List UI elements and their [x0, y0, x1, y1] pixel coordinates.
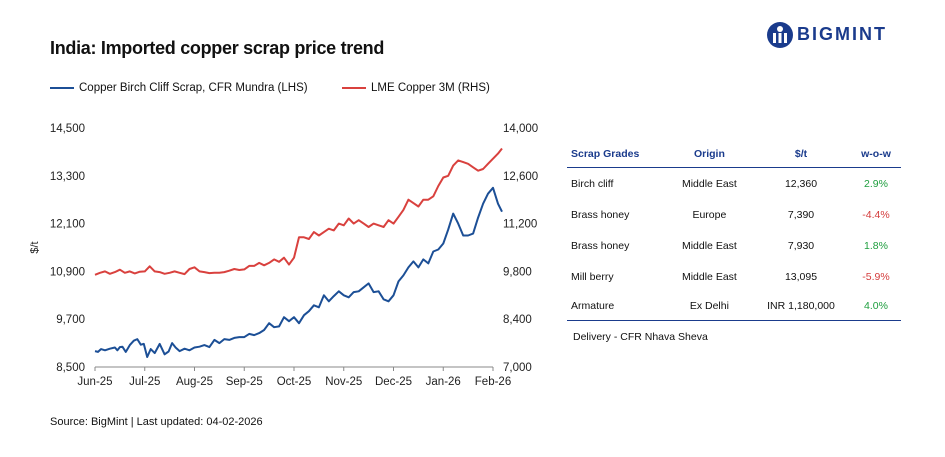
price-cell: 12,360 [784, 177, 818, 190]
table-header-row: Scrap Grades Origin $/t w-o-w [567, 141, 901, 168]
price-cell: INR 1,180,000 [750, 292, 852, 321]
y-right-tick-label: 7,000 [503, 362, 532, 374]
x-tick-label: Aug-25 [176, 376, 213, 388]
x-tick-label: Jun-25 [77, 376, 112, 388]
header-scrap-grades: Scrap Grades [567, 141, 668, 168]
y-left-tick-label: 9,700 [56, 314, 85, 326]
grade-cell: Brass honey [571, 208, 630, 221]
header-price: $/t [750, 141, 852, 168]
source-note: Source: BigMint | Last updated: 04-02-20… [50, 416, 263, 428]
header-wow: w-o-w [851, 141, 901, 168]
y-left-tick-label: 10,900 [50, 266, 85, 278]
legend-label-lme: LME Copper 3M (RHS) [371, 82, 490, 94]
y-right-tick-label: 12,600 [503, 171, 538, 183]
y-right-tick-label: 9,800 [503, 266, 532, 278]
x-tick-label: Jul-25 [129, 376, 160, 388]
x-tick-label: Sep-25 [226, 376, 263, 388]
series-line-lme [94, 147, 503, 276]
y-left-tick-label: 8,500 [56, 362, 85, 374]
table-row: Brass honey Europe 7,390 -4.4% [567, 199, 901, 230]
series-line-scrap [94, 186, 503, 358]
table-row: Mill berry Middle East 13,095 -5.9% [567, 261, 901, 292]
y-right-tick-label: 8,400 [503, 314, 532, 326]
origin-cell: Middle East [681, 177, 737, 190]
y-right-tick-label: 14,000 [503, 123, 538, 135]
table-row: Birch cliff Middle East 12,360 2.9% [567, 168, 901, 200]
legend-item-lme: LME Copper 3M (RHS) [342, 82, 490, 94]
brand-name: BIGMINT [797, 24, 887, 44]
delivery-note: Delivery - CFR Nhava Sheva [573, 331, 708, 343]
y-left-tick-label: 14,500 [50, 123, 85, 135]
wow-cell: 4.0% [851, 292, 901, 321]
price-cell: 7,930 [787, 239, 815, 252]
y-left-tick-label: 12,100 [50, 219, 85, 231]
origin-cell: Middle East [681, 239, 737, 252]
x-tick-label: Feb-26 [475, 376, 511, 388]
header-origin: Origin [667, 141, 751, 168]
scrap-grades-table: Scrap Grades Origin $/t w-o-w Birch clif… [567, 141, 901, 321]
origin-cell: Europe [692, 208, 727, 221]
y-left-tick-label: 13,300 [50, 171, 85, 183]
legend-item-scrap: Copper Birch Cliff Scrap, CFR Mundra (LH… [50, 82, 308, 94]
wow-cell: -4.4% [862, 208, 890, 221]
origin-cell: Ex Delhi [667, 292, 751, 321]
y-axis-label: $/t [29, 241, 41, 253]
price-cell: 7,390 [787, 208, 815, 221]
legend-swatch-scrap [50, 87, 74, 89]
grade-cell: Mill berry [571, 270, 614, 283]
grade-cell: Birch cliff [571, 177, 614, 190]
legend-swatch-lme [342, 87, 366, 89]
legend-label-scrap: Copper Birch Cliff Scrap, CFR Mundra (LH… [79, 82, 308, 94]
wow-cell: 1.8% [864, 239, 888, 252]
price-cell: 13,095 [784, 270, 818, 283]
table-row: Armature Ex Delhi INR 1,180,000 4.0% [567, 292, 901, 321]
x-tick-label: Oct-25 [277, 376, 312, 388]
origin-cell: Middle East [681, 270, 737, 283]
x-tick-label: Jan-26 [426, 376, 461, 388]
wow-cell: -5.9% [862, 270, 890, 283]
x-tick-label: Dec-25 [375, 376, 412, 388]
bigmint-logo-icon [767, 22, 793, 48]
grade-cell: Brass honey [571, 239, 630, 252]
chart-title: India: Imported copper scrap price trend [50, 38, 385, 58]
x-tick-label: Nov-25 [325, 376, 362, 388]
wow-cell: 2.9% [864, 177, 888, 190]
y-right-tick-label: 11,200 [503, 219, 537, 231]
table-row: Brass honey Middle East 7,930 1.8% [567, 230, 901, 261]
grade-cell: Armature [567, 292, 668, 321]
